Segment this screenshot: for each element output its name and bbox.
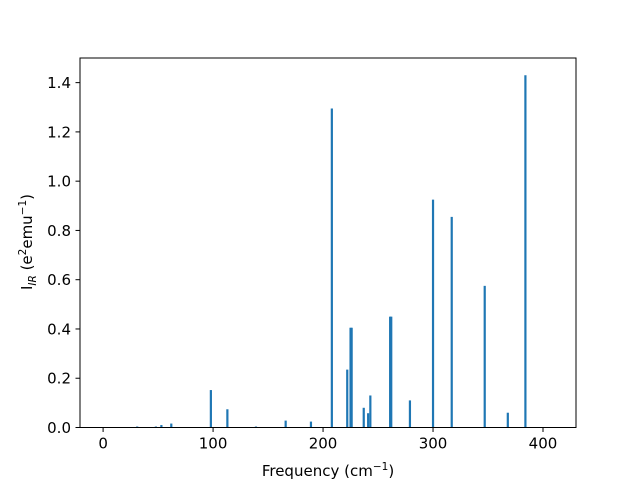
bar — [346, 369, 349, 428]
x-ticks-group: 0 100 200 300 400 — [98, 427, 558, 453]
bar — [506, 412, 509, 428]
bar — [330, 108, 333, 428]
bar — [369, 395, 372, 428]
bar — [524, 75, 527, 428]
bar — [170, 423, 173, 428]
y-tick-label: 1.2 — [47, 123, 71, 141]
bar — [284, 420, 287, 428]
y-tick-label: 0.8 — [47, 222, 71, 240]
y-tick-label: 0.2 — [47, 370, 71, 388]
x-tick-label: 400 — [529, 435, 558, 453]
bar — [408, 400, 412, 428]
bar — [362, 407, 365, 428]
plot-frame — [79, 57, 577, 428]
bar — [390, 316, 393, 428]
bar — [226, 409, 229, 428]
y-tick-label: 1.0 — [47, 173, 71, 191]
y-axis-label: IIR (e2emu−1) — [17, 194, 39, 290]
bar — [367, 413, 370, 428]
bar — [350, 327, 353, 428]
bar — [450, 216, 453, 428]
y-tick-label: 0.0 — [47, 419, 71, 437]
bar — [389, 316, 392, 428]
bar — [431, 199, 435, 428]
x-tick-label: 0 — [98, 435, 108, 453]
x-axis-label: Frequency (cm−1) — [262, 461, 394, 480]
bars-group — [136, 75, 527, 428]
y-tick-label: 1.4 — [47, 74, 71, 92]
y-ticks-group: 0.0 0.2 0.4 0.6 0.8 1.0 1.2 1.4 — [47, 74, 80, 437]
y-tick-label: 0.6 — [47, 271, 71, 289]
bar — [209, 390, 212, 428]
x-tick-label: 100 — [199, 435, 228, 453]
x-tick-label: 200 — [309, 435, 338, 453]
y-tick-label: 0.4 — [47, 320, 71, 338]
x-tick-label: 300 — [419, 435, 448, 453]
bar — [309, 421, 313, 428]
bar — [160, 425, 163, 428]
bar — [483, 285, 486, 428]
